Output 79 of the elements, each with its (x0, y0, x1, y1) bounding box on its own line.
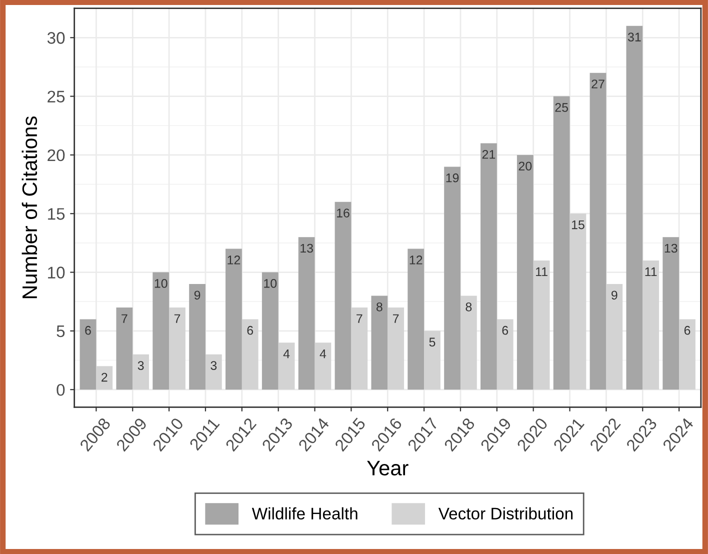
bar (132, 354, 150, 390)
data-label: 12 (410, 256, 422, 264)
x-axis-title: Year (367, 460, 408, 476)
data-label: 5 (429, 338, 436, 347)
y-tick-label: 30 (47, 32, 65, 44)
data-label: 13 (300, 244, 313, 253)
bar (278, 342, 295, 390)
bar (371, 296, 388, 390)
data-label: 16 (337, 208, 350, 218)
bar (314, 342, 332, 390)
bar (642, 260, 660, 390)
data-label: 6 (85, 326, 91, 335)
bar (226, 248, 242, 390)
data-label: 20 (518, 162, 532, 171)
data-label: 15 (572, 220, 584, 230)
bar (626, 26, 643, 390)
bar (388, 307, 404, 390)
bar (80, 319, 96, 390)
legend-label: Wildlife Health (252, 507, 358, 520)
bar (516, 154, 534, 390)
data-label: 9 (612, 290, 618, 300)
data-label: 19 (446, 173, 459, 182)
data-label: 9 (194, 290, 200, 300)
bar (533, 260, 550, 390)
bar (480, 143, 497, 390)
y-tick-label: 10 (48, 266, 65, 278)
data-label: 31 (628, 32, 641, 42)
bar (662, 237, 680, 390)
data-label: 4 (320, 350, 326, 358)
data-label: 27 (592, 80, 604, 88)
data-label: 7 (122, 314, 128, 323)
bar (496, 319, 514, 390)
data-label: 10 (154, 279, 168, 288)
y-axis-title: Number of Citations (22, 116, 38, 298)
data-label: 6 (684, 326, 690, 335)
data-label: 7 (392, 314, 399, 323)
y-tick-label: 15 (48, 208, 65, 220)
data-label: 25 (555, 103, 568, 112)
data-label: 7 (174, 314, 180, 323)
data-label: 3 (210, 361, 217, 370)
bar (679, 319, 696, 390)
data-label: 8 (376, 302, 382, 312)
bar (169, 307, 186, 390)
y-tick-label: 25 (48, 90, 65, 102)
y-tick-label: 0 (56, 384, 65, 396)
y-tick-label: 5 (56, 326, 65, 338)
data-label: 4 (283, 350, 290, 358)
y-tick-label: 20 (48, 149, 65, 162)
bar (606, 284, 623, 390)
data-label: 11 (536, 267, 548, 276)
bar (444, 166, 460, 390)
bar (590, 72, 606, 390)
data-label: 21 (482, 150, 496, 159)
data-label: 11 (645, 267, 657, 276)
data-label: 12 (228, 256, 240, 264)
bar (262, 272, 278, 390)
bar (334, 202, 352, 390)
bar (408, 248, 424, 390)
data-label: 3 (138, 361, 144, 370)
bar (553, 96, 570, 390)
data-label: 2 (102, 372, 108, 382)
bar (570, 214, 586, 390)
bar (424, 330, 440, 390)
bar (460, 296, 477, 390)
bar (242, 319, 258, 390)
bar (351, 307, 368, 390)
bar (298, 237, 315, 390)
data-label: 8 (466, 302, 472, 312)
legend-label: Vector Distribution (438, 507, 573, 520)
data-label: 6 (502, 326, 508, 335)
data-label: 10 (264, 279, 277, 288)
data-label: 13 (664, 244, 678, 253)
bar (189, 284, 206, 390)
bar (205, 354, 222, 390)
bar (152, 272, 170, 390)
data-label: 7 (356, 314, 362, 323)
data-label: 6 (247, 326, 254, 335)
bar (96, 366, 113, 390)
bar (116, 307, 133, 390)
